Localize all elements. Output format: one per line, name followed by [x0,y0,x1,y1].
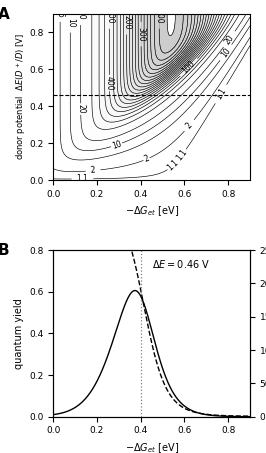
Text: 20: 20 [76,104,85,114]
Text: 1.1: 1.1 [76,174,88,183]
Text: 100: 100 [105,9,114,24]
Text: 1.1: 1.1 [175,147,189,162]
Text: 2: 2 [90,166,96,175]
Text: 20: 20 [223,33,236,46]
Text: 20: 20 [76,10,85,20]
Text: 10: 10 [66,18,75,28]
Text: 2: 2 [143,154,151,164]
Text: 2: 2 [184,121,194,130]
Text: 200: 200 [122,15,131,29]
Text: 100: 100 [181,59,197,76]
Text: 300: 300 [136,27,146,41]
Text: 400: 400 [105,76,114,91]
Text: 400: 400 [155,9,164,24]
Y-axis label: donor potential  $\Delta E(D^+/D)$ [V]: donor potential $\Delta E(D^+/D)$ [V] [14,34,28,160]
Text: 10: 10 [111,139,123,151]
Text: 1.1: 1.1 [165,158,180,173]
X-axis label: $-\Delta G_{et}$ [eV]: $-\Delta G_{et}$ [eV] [124,441,179,453]
Text: 5: 5 [56,12,65,17]
Text: 10: 10 [219,46,232,59]
Text: 1.1: 1.1 [214,87,228,101]
Text: A: A [0,7,10,22]
X-axis label: $-\Delta G_{et}$ [eV]: $-\Delta G_{et}$ [eV] [124,204,179,218]
Text: B: B [0,244,10,259]
Y-axis label: quantum yield: quantum yield [14,298,24,369]
Text: $\Delta E = 0.46$ V: $\Delta E = 0.46$ V [152,259,210,270]
